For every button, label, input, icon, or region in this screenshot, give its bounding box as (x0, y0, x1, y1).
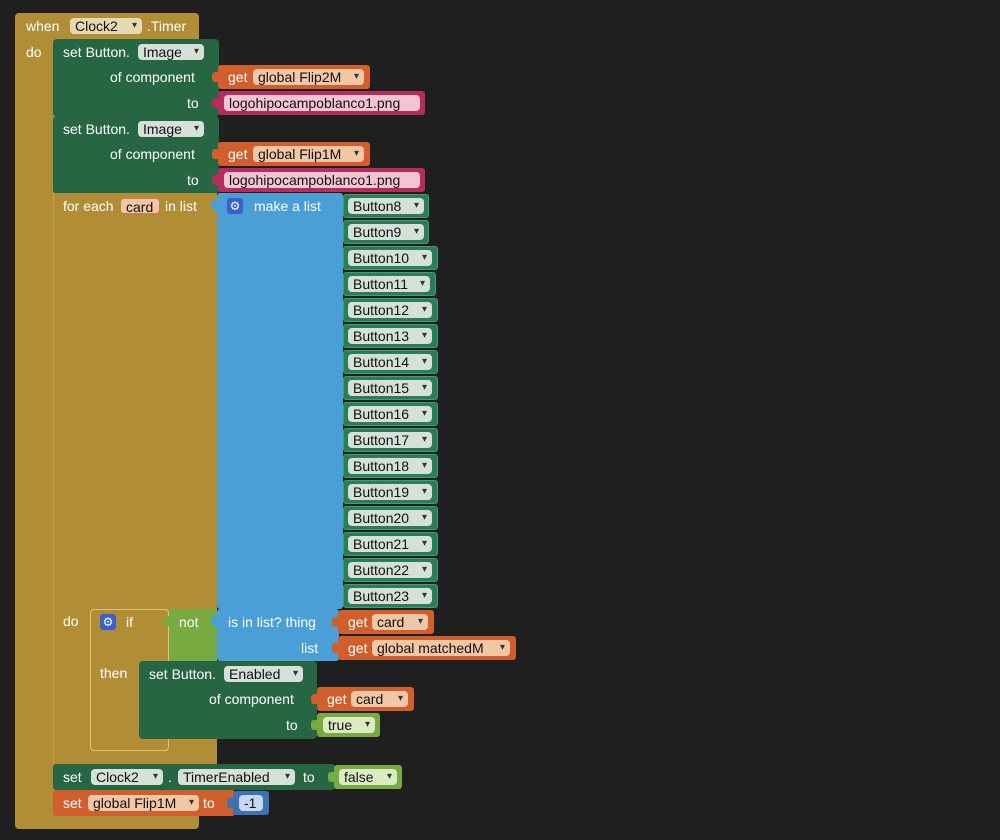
component-dropdown[interactable]: Button17 (348, 432, 432, 448)
component-dropdown[interactable]: Button14 (348, 354, 432, 370)
event-name-label: .Timer (147, 18, 187, 34)
get-label: get (348, 640, 368, 656)
when-label: when (26, 18, 60, 34)
component-dropdown[interactable]: Button15 (348, 380, 432, 396)
for-each-label: for each (63, 198, 114, 214)
not-block[interactable] (169, 609, 217, 661)
variable-dropdown[interactable]: global Flip1M (88, 795, 199, 811)
is-in-list-label: is in list? thing (228, 614, 316, 630)
of-component-label: of component (110, 146, 195, 162)
component-dropdown[interactable]: Button19 (348, 484, 432, 500)
property-dropdown[interactable]: TimerEnabled (178, 769, 295, 785)
get-label: get (348, 614, 368, 630)
event-do-label: do (26, 44, 42, 60)
component-dropdown[interactable]: Button11 (348, 276, 430, 292)
set-label: set (63, 769, 82, 785)
component-dropdown[interactable]: Button16 (348, 406, 432, 422)
set-label: set (63, 795, 82, 811)
of-component-label: of component (209, 691, 294, 707)
then-label: then (100, 665, 128, 681)
component-dropdown[interactable]: Button9 (348, 224, 424, 240)
number-field[interactable]: -1 (239, 795, 263, 811)
variable-dropdown[interactable]: card (372, 614, 428, 630)
component-dropdown[interactable]: Button20 (348, 510, 432, 526)
to-label: to (187, 172, 199, 188)
component-dropdown[interactable]: Button13 (348, 328, 432, 344)
component-dropdown[interactable]: Button12 (348, 302, 432, 318)
property-dropdown[interactable]: Image (138, 121, 204, 137)
is-in-list-block[interactable] (217, 609, 339, 661)
list-label: list (301, 640, 319, 656)
dot-label: . (168, 769, 172, 785)
to-label: to (203, 795, 215, 811)
variable-dropdown[interactable]: global matchedM (372, 640, 510, 656)
component-dropdown[interactable]: Clock2 (91, 769, 163, 785)
set-label: set Button. (63, 121, 130, 137)
component-dropdown[interactable]: Button22 (348, 562, 432, 578)
in-list-label: in list (165, 198, 197, 214)
variable-dropdown[interactable]: card (351, 691, 408, 707)
property-dropdown[interactable]: Enabled (224, 666, 303, 682)
event-component-dropdown[interactable]: Clock2 (70, 18, 142, 34)
to-label: to (286, 717, 298, 733)
to-label: to (187, 95, 199, 111)
to-label: to (303, 769, 315, 785)
component-dropdown[interactable]: Button10 (348, 250, 432, 266)
component-dropdown[interactable]: Button23 (348, 588, 432, 604)
variable-dropdown[interactable]: global Flip1M (253, 146, 364, 162)
not-label: not (179, 614, 199, 630)
text-value[interactable]: logohipocampoblanco1.png (224, 172, 420, 188)
if-label: if (126, 614, 133, 630)
mutator-gear-icon[interactable]: ⚙ (227, 198, 243, 214)
of-component-label: of component (110, 69, 195, 85)
make-a-list-label: make a list (254, 198, 321, 214)
component-dropdown[interactable]: Button21 (348, 536, 432, 552)
component-dropdown[interactable]: Button8 (348, 198, 424, 214)
property-dropdown[interactable]: Image (138, 44, 204, 60)
get-label: get (228, 69, 248, 85)
mutator-gear-icon[interactable]: ⚙ (100, 614, 116, 630)
set-label: set Button. (149, 666, 216, 682)
boolean-dropdown[interactable]: true (323, 717, 375, 733)
make-a-list-block[interactable] (217, 193, 343, 609)
foreach-do-label: do (63, 613, 79, 629)
boolean-dropdown[interactable]: false (339, 769, 397, 785)
variable-dropdown[interactable]: global Flip2M (253, 69, 364, 85)
loop-variable-field[interactable]: card (120, 198, 160, 215)
text-value[interactable]: logohipocampoblanco1.png (224, 95, 420, 111)
set-label: set Button. (63, 44, 130, 60)
component-dropdown[interactable]: Button18 (348, 458, 432, 474)
get-label: get (228, 146, 248, 162)
get-label: get (327, 691, 347, 707)
